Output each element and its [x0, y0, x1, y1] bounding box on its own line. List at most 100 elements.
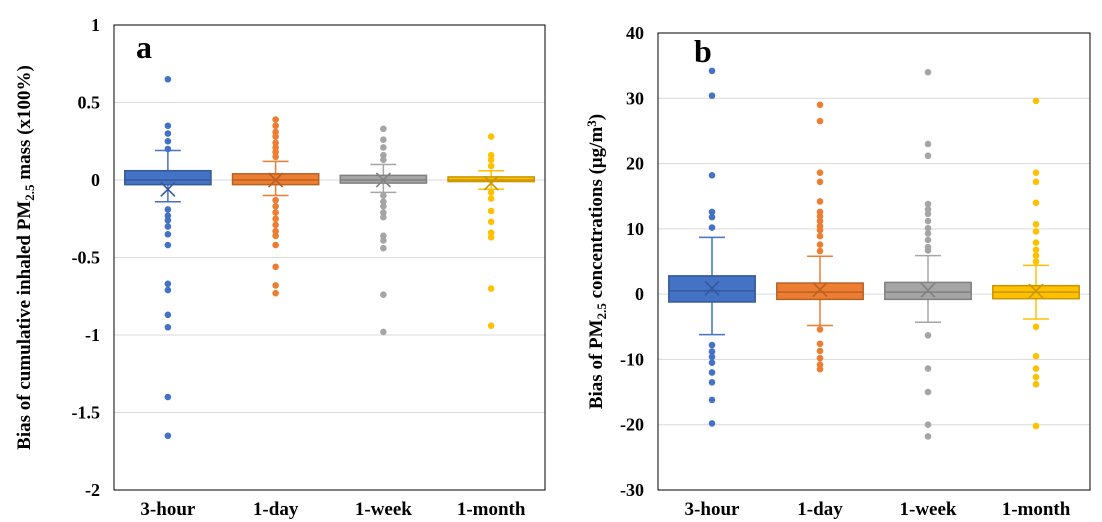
x-tick-label: 3-hour [140, 499, 195, 520]
mean-marker [812, 282, 828, 298]
outlier-point [924, 217, 932, 225]
outlier-point [487, 285, 495, 292]
outlier-point [272, 221, 279, 229]
outlier-point [708, 353, 716, 361]
x-tick-label: 1-day [797, 499, 843, 520]
outlier-point [380, 244, 387, 252]
mean-marker [375, 172, 391, 188]
outlier-point [924, 433, 932, 440]
outlier-point [487, 234, 495, 241]
y-tick-label: 1 [91, 15, 100, 35]
outlier-point [1032, 365, 1040, 372]
x-tick-label: 1-month [1002, 499, 1071, 520]
x-tick-label: 1-day [253, 499, 299, 520]
outlier-point [1032, 323, 1040, 331]
outlier-point [487, 229, 495, 236]
outlier-point [816, 247, 824, 255]
outlier-point [816, 101, 824, 109]
mean-marker [1028, 283, 1044, 299]
outlier-point [924, 247, 932, 254]
outlier-point [708, 396, 716, 404]
panel-a-y-tick-labels: 1 0.5 0 -0.5 -1 -1.5 -2 [72, 15, 101, 500]
outlier-point [164, 393, 172, 401]
outlier-point [272, 215, 279, 223]
panel-a-plot-frame [113, 24, 546, 491]
panel-b-plot-frame [657, 32, 1091, 491]
outlier-point [1032, 258, 1040, 265]
y-tick-label: -30 [620, 480, 644, 500]
panel-b-chart: 40 30 20 10 0 -10 -20 -30 3-hour 1-day 1-week 1-mo… [584, 23, 1091, 520]
box-iqr [447, 176, 535, 183]
x-tick-label: 1-week [355, 499, 412, 520]
outlier-point [272, 122, 279, 130]
outlier-point [924, 68, 932, 76]
outlier-point [924, 230, 932, 237]
panel-b-ylabel-subscript: 2.5 [594, 303, 609, 320]
outlier-point [272, 153, 279, 161]
y-tick-label: 10 [626, 219, 644, 239]
panel-b-letter: b [694, 33, 712, 69]
y-tick-label: -0.5 [72, 248, 101, 268]
outlier-point [164, 130, 172, 137]
y-tick-label: 0 [91, 170, 100, 190]
x-tick-label: 1-month [457, 499, 526, 520]
outlier-point [487, 189, 495, 196]
panel-a-letter: a [136, 29, 152, 65]
outlier-point [1032, 220, 1040, 228]
outlier-point [816, 340, 824, 348]
y-tick-label: -1.5 [72, 403, 101, 423]
outlier-point [708, 67, 716, 75]
y-tick-label: -1 [85, 325, 100, 345]
box-group-1-month [992, 97, 1080, 430]
outlier-point [924, 365, 932, 372]
panel-b-boxes [668, 67, 1080, 440]
outlier-point [1032, 169, 1040, 177]
outlier-point [708, 348, 716, 355]
mean-marker [483, 175, 499, 191]
outlier-point [380, 125, 387, 133]
outlier-point [1032, 422, 1040, 430]
outlier-point [272, 209, 279, 216]
outlier-point [708, 224, 716, 231]
outlier-point [708, 341, 716, 349]
outlier-point [164, 223, 172, 230]
box-group-1-day [231, 116, 320, 297]
outlier-point [272, 203, 279, 210]
outlier-point [816, 232, 824, 240]
outlier-point [272, 128, 279, 136]
y-tick-label: 0 [635, 284, 644, 304]
y-tick-label: 0.5 [78, 93, 101, 113]
panel-a-y-axis-label: Bias of cumulative inhaled PM2.5 mass (x… [14, 65, 37, 450]
panel-a-boxes [124, 75, 535, 440]
outlier-point [924, 210, 932, 218]
y-tick-label: -20 [620, 415, 644, 435]
panel-b-x-tick-labels: 3-hour 1-day 1-week 1-month [685, 499, 1071, 520]
outlier-point [272, 133, 279, 140]
outlier-point [380, 232, 387, 240]
outlier-point [380, 213, 387, 221]
outlier-point [708, 378, 716, 386]
y-tick-label: 30 [626, 88, 644, 108]
outlier-point [816, 169, 824, 177]
outlier-point [164, 122, 172, 130]
box-group-1-month [447, 133, 535, 330]
outlier-point [816, 213, 824, 220]
outlier-point [164, 75, 172, 83]
outlier-point [487, 207, 495, 215]
outlier-point [924, 236, 932, 244]
outlier-point [272, 148, 279, 156]
outlier-point [924, 200, 932, 208]
panel-b-ylabel-mid: concentrations (μg/m [586, 127, 607, 304]
mean-marker [920, 282, 936, 298]
outlier-point [272, 116, 279, 123]
outlier-point [816, 208, 824, 216]
outlier-point [272, 227, 279, 235]
outlier-point [487, 156, 495, 164]
outlier-point [164, 311, 172, 319]
outlier-point [708, 208, 716, 216]
panel-a-ylabel-subscript: 2.5 [22, 184, 37, 201]
outlier-point [1032, 246, 1040, 254]
outlier-point [380, 144, 387, 151]
box-group-1-week [884, 68, 972, 440]
